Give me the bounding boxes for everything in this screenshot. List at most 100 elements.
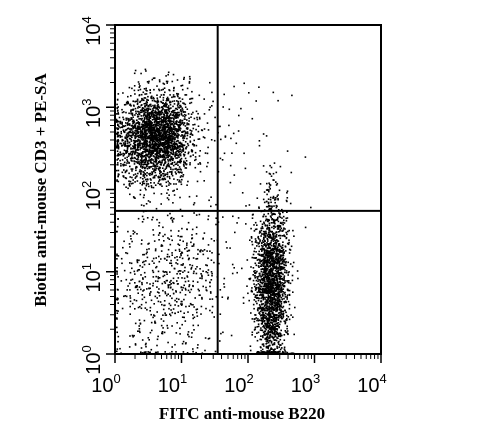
data-point [170, 235, 173, 237]
data-point [174, 168, 176, 170]
data-point [165, 118, 167, 121]
data-point [286, 233, 288, 236]
data-point [256, 302, 258, 305]
data-point [263, 238, 265, 240]
data-point [273, 262, 276, 265]
data-point [160, 110, 162, 113]
data-point [251, 256, 254, 259]
data-point [277, 194, 279, 196]
data-point [152, 271, 155, 274]
data-point [275, 231, 278, 233]
data-point [162, 96, 165, 99]
data-point [161, 128, 163, 130]
data-point [269, 272, 272, 274]
data-point [280, 275, 283, 278]
data-point [269, 243, 271, 246]
data-point [139, 148, 141, 151]
data-point [258, 297, 260, 300]
data-point [276, 182, 279, 185]
data-point [120, 130, 122, 133]
data-point [268, 349, 270, 352]
data-point [256, 245, 258, 247]
data-point [266, 258, 269, 260]
data-point [191, 237, 193, 240]
data-point [265, 296, 268, 299]
data-point [170, 229, 172, 232]
data-point [261, 259, 264, 262]
data-point [270, 254, 272, 256]
data-point [145, 93, 148, 95]
data-point [179, 154, 182, 157]
data-point [133, 119, 135, 122]
data-point [172, 73, 175, 76]
data-point [188, 117, 190, 120]
data-point [168, 194, 170, 196]
data-point [267, 261, 270, 264]
data-point [144, 276, 147, 278]
data-point [170, 279, 172, 282]
data-point [154, 153, 157, 155]
data-point [116, 143, 119, 146]
data-point [253, 283, 255, 285]
data-point [125, 150, 127, 152]
data-point [183, 144, 186, 146]
data-point [265, 244, 267, 246]
data-point [184, 125, 187, 127]
data-point [288, 307, 291, 310]
data-point [195, 110, 198, 113]
data-point [141, 145, 144, 147]
data-point [126, 139, 129, 141]
data-point [274, 284, 277, 287]
data-point [272, 248, 275, 250]
data-point [263, 268, 266, 271]
data-point [153, 115, 155, 118]
data-point [125, 164, 127, 166]
data-point [174, 136, 176, 139]
data-point [254, 221, 257, 224]
data-point [215, 223, 217, 226]
data-point [140, 288, 142, 291]
data-point [163, 133, 166, 135]
data-point [211, 91, 213, 94]
data-point [173, 131, 175, 134]
data-point [182, 351, 185, 353]
data-point [282, 314, 284, 316]
data-point [277, 266, 280, 269]
data-point [128, 134, 130, 136]
data-point [182, 153, 185, 156]
data-point [271, 287, 274, 290]
data-point [273, 252, 275, 255]
data-point [161, 177, 164, 180]
data-point [139, 193, 142, 196]
data-point [278, 304, 280, 306]
data-point [150, 321, 153, 324]
data-point [263, 263, 265, 265]
data-point [257, 323, 260, 325]
data-point [117, 139, 119, 141]
data-point [260, 281, 263, 284]
data-point [133, 135, 136, 137]
data-point [273, 292, 276, 294]
data-point [276, 299, 279, 302]
data-point [129, 180, 132, 183]
data-point [169, 177, 171, 180]
data-point [173, 103, 176, 105]
data-point [132, 174, 135, 176]
data-point [275, 241, 278, 244]
data-point [256, 351, 259, 353]
data-point [185, 114, 187, 117]
data-point [180, 175, 183, 177]
data-point [162, 155, 165, 157]
data-point [126, 102, 128, 105]
data-point [162, 138, 164, 141]
data-point [278, 273, 280, 275]
data-point [275, 260, 277, 263]
data-point [125, 186, 127, 188]
data-point [203, 180, 205, 182]
data-point [266, 326, 269, 328]
data-point [277, 198, 279, 201]
data-point [280, 289, 282, 292]
data-point [171, 172, 173, 174]
data-point [268, 288, 271, 291]
data-point [150, 158, 153, 160]
